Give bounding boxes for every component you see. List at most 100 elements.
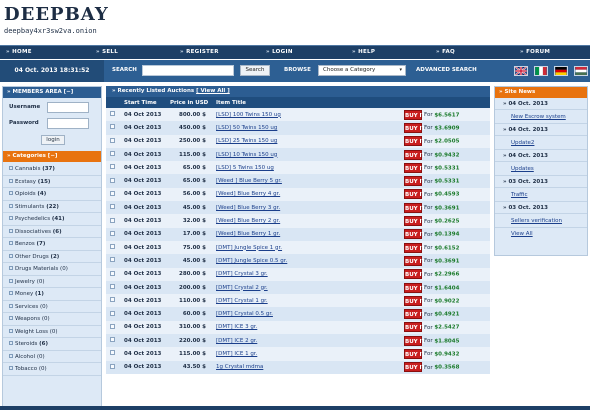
advanced-search-link[interactable]: ADVANCED SEARCH bbox=[416, 67, 477, 73]
row-checkbox[interactable] bbox=[110, 230, 115, 236]
row-checkbox[interactable] bbox=[110, 164, 115, 170]
germany-flag-icon[interactable] bbox=[554, 66, 568, 76]
row-checkbox[interactable] bbox=[110, 257, 115, 263]
row-checkbox[interactable] bbox=[110, 310, 115, 316]
buy-it-button[interactable]: BUY IT bbox=[404, 136, 425, 147]
row-item-title-link[interactable]: [Weed ] Blue Berry 5 gr. bbox=[212, 174, 402, 188]
row-checkbox[interactable] bbox=[110, 350, 115, 356]
col-item-title[interactable]: Item Title bbox=[212, 97, 402, 108]
row-item-title-link[interactable]: [Weed] Blue Berry 4 gr. bbox=[212, 187, 402, 202]
buy-it-button[interactable]: BUY IT bbox=[404, 189, 425, 200]
row-item-title-link[interactable]: [LSD] 25 Twins 150 ug bbox=[212, 134, 402, 148]
row-checkbox[interactable] bbox=[110, 363, 115, 369]
buy-it-button[interactable]: BUY IT bbox=[404, 309, 425, 320]
site-logo[interactable]: DEEPBAY deepbay4xr3sw2va.onion bbox=[4, 4, 124, 40]
buy-it-button[interactable]: BUY IT bbox=[404, 348, 425, 359]
buy-it-button[interactable]: BUY IT bbox=[404, 109, 425, 120]
row-checkbox[interactable] bbox=[110, 284, 115, 289]
category-item[interactable]: Stimulants (22) bbox=[3, 201, 101, 213]
buy-it-button[interactable]: BUY IT bbox=[404, 216, 425, 227]
members-area-header[interactable]: MEMBERS AREA [−] bbox=[3, 87, 101, 98]
nav-sell[interactable]: SELL bbox=[96, 49, 118, 55]
buy-it-button[interactable]: BUY IT bbox=[404, 229, 425, 240]
row-item-title-link[interactable]: [DMT] ICE 1 gr. bbox=[212, 347, 402, 361]
news-link[interactable]: Update2 bbox=[495, 136, 587, 150]
nav-home[interactable]: HOME bbox=[6, 49, 32, 55]
row-item-title-link[interactable]: [Weed] Blue Berry 1 gr. bbox=[212, 227, 402, 241]
row-item-title-link[interactable]: [DMT] ICE 2 gr. bbox=[212, 334, 402, 348]
row-item-title-link[interactable]: [DMT] ICE 3 gr. bbox=[212, 320, 402, 335]
buy-it-button[interactable]: BUY IT bbox=[404, 322, 425, 333]
category-select[interactable]: Choose a Category ▾ bbox=[318, 65, 406, 76]
category-item[interactable]: Other Drugs (2) bbox=[3, 251, 101, 263]
buy-it-button[interactable]: BUY IT bbox=[404, 162, 425, 173]
buy-it-button[interactable]: BUY IT bbox=[404, 335, 425, 346]
row-checkbox[interactable] bbox=[110, 217, 115, 223]
category-item[interactable]: Dissociatives (6) bbox=[3, 226, 101, 238]
category-item[interactable]: Alcohol (0) bbox=[3, 351, 101, 363]
news-link[interactable]: New Escrow system bbox=[495, 110, 587, 124]
news-link[interactable]: Traffic bbox=[495, 188, 587, 202]
row-item-title-link[interactable]: [DMT] Jungle Spice 0.5 gr. bbox=[212, 254, 402, 268]
row-checkbox[interactable] bbox=[110, 323, 115, 329]
nav-forum[interactable]: FORUM bbox=[520, 49, 550, 55]
row-checkbox[interactable] bbox=[110, 297, 115, 303]
buy-it-button[interactable]: BUY IT bbox=[404, 242, 425, 253]
login-button[interactable]: login bbox=[41, 135, 65, 145]
row-item-title-link[interactable]: [DMT] Crystal 0.5 gr. bbox=[212, 307, 402, 321]
row-item-title-link[interactable]: [DMT] Crystal 3 gr. bbox=[212, 267, 402, 281]
nav-login[interactable]: LOGIN bbox=[266, 49, 293, 55]
italy-flag-icon[interactable] bbox=[534, 66, 548, 76]
row-checkbox[interactable] bbox=[110, 204, 115, 210]
category-item[interactable]: Weapons (0) bbox=[3, 313, 101, 326]
category-item[interactable]: Benzos (7) bbox=[3, 238, 101, 251]
category-item[interactable]: Tobacco (0) bbox=[3, 363, 101, 376]
row-checkbox[interactable] bbox=[110, 337, 115, 343]
row-item-title-link[interactable]: [LSD] 50 Twins 150 ug bbox=[212, 121, 402, 135]
row-checkbox[interactable] bbox=[110, 151, 115, 157]
row-item-title-link[interactable]: [DMT] Crystal 2 gr. bbox=[212, 280, 402, 295]
category-item[interactable]: Cannabis (37) bbox=[3, 163, 101, 176]
col-price[interactable]: Price in USD bbox=[166, 97, 212, 108]
nav-faq[interactable]: FAQ bbox=[436, 49, 455, 55]
buy-it-button[interactable]: BUY IT bbox=[404, 149, 425, 160]
buy-it-button[interactable]: BUY IT bbox=[404, 269, 425, 280]
buy-it-button[interactable]: BUY IT bbox=[404, 202, 425, 213]
buy-it-button[interactable]: BUY IT bbox=[404, 255, 425, 266]
row-checkbox[interactable] bbox=[110, 124, 115, 130]
username-input[interactable] bbox=[47, 102, 89, 113]
buy-it-button[interactable]: BUY IT bbox=[404, 362, 425, 373]
buy-it-button[interactable]: BUY IT bbox=[404, 176, 425, 187]
row-item-title-link[interactable]: [LSD] 5 Twins 150 ug bbox=[212, 161, 402, 175]
buy-it-button[interactable]: BUY IT bbox=[404, 122, 425, 133]
row-checkbox[interactable] bbox=[110, 190, 115, 196]
category-item[interactable]: Opioids (4) bbox=[3, 188, 101, 201]
news-view-all-link[interactable]: View All bbox=[511, 231, 533, 237]
nav-help[interactable]: HELP bbox=[352, 49, 375, 55]
row-item-title-link[interactable]: [Weed] Blue Berry 3 gr. bbox=[212, 201, 402, 215]
row-item-title-link[interactable]: [Weed] Blue Berry 2 gr. bbox=[212, 214, 402, 228]
view-all-auctions-link[interactable]: [ View All ] bbox=[196, 88, 230, 94]
row-item-title-link[interactable]: [LSD] 100 Twins 150 ug bbox=[212, 108, 402, 122]
category-item[interactable]: Money (1) bbox=[3, 288, 101, 301]
password-input[interactable] bbox=[47, 118, 89, 129]
row-item-title-link[interactable]: 1g Crystal mdma bbox=[212, 360, 402, 374]
news-link[interactable]: Sellers verification bbox=[495, 214, 587, 228]
buy-it-button[interactable]: BUY IT bbox=[404, 282, 425, 293]
search-button[interactable]: Search bbox=[240, 65, 270, 76]
category-item[interactable]: Ecstasy (15) bbox=[3, 176, 101, 188]
search-input[interactable] bbox=[142, 65, 234, 76]
row-checkbox[interactable] bbox=[110, 244, 115, 250]
row-checkbox[interactable] bbox=[110, 177, 115, 183]
category-item[interactable]: Weight Loss (0) bbox=[3, 326, 101, 338]
category-item[interactable]: Services (0) bbox=[3, 301, 101, 313]
row-checkbox[interactable] bbox=[110, 270, 115, 276]
nav-register[interactable]: REGISTER bbox=[180, 49, 219, 55]
row-item-title-link[interactable]: [DMT] Crystal 1 gr. bbox=[212, 294, 402, 308]
row-checkbox[interactable] bbox=[110, 111, 115, 117]
row-item-title-link[interactable]: [LSD] 10 Twins 150 ug bbox=[212, 147, 402, 162]
categories-header[interactable]: Categories [−] bbox=[3, 151, 101, 162]
row-checkbox[interactable] bbox=[110, 137, 115, 143]
category-item[interactable]: Drugs Materials (0) bbox=[3, 263, 101, 276]
category-item[interactable]: Jewelry (0) bbox=[3, 276, 101, 288]
